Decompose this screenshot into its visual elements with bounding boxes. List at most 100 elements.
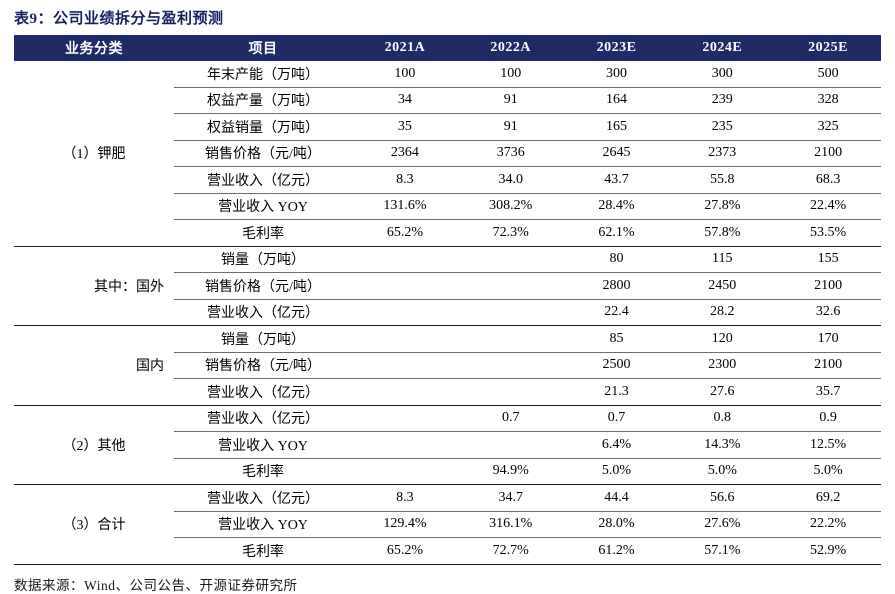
- column-header: 2021A: [352, 35, 458, 61]
- table-row: （2）其他 营业收入（亿元） 0.7 0.7 0.8 0.9: [14, 405, 881, 485]
- table-row: 国内 销量（万吨） 85 120 170: [14, 325, 881, 406]
- value-cell: 91: [457, 87, 564, 114]
- value-cell: 100: [457, 61, 564, 88]
- item-label-cell: 年末产能（万吨）: [174, 61, 352, 88]
- value-cell: 2450: [669, 272, 776, 300]
- table-row: 营业收入（亿元） 22.4 28.2 32.6: [14, 299, 881, 326]
- value-cell: 85: [563, 325, 670, 353]
- business-category-cell: （1）钾肥: [14, 61, 174, 247]
- value-cell: 68.3: [775, 166, 881, 194]
- value-cell: 308.2%: [457, 193, 564, 220]
- forecast-table: 业务分类 项目 2021A 2022A 2023E 2024E 2025E （1）钾肥 年末产…: [14, 35, 881, 565]
- value-cell: 65.2%: [352, 537, 458, 565]
- value-cell: 0.7: [563, 405, 670, 432]
- value-cell: 0.9: [775, 405, 881, 432]
- value-cell: 57.1%: [669, 537, 776, 565]
- column-header: 业务分类: [14, 35, 174, 61]
- value-cell: 21.3: [563, 378, 670, 406]
- value-cell: 239: [669, 87, 776, 114]
- value-cell: 52.9%: [775, 537, 881, 565]
- value-cell: [457, 246, 564, 273]
- value-cell: 165: [563, 113, 670, 141]
- item-label-cell: 营业收入（亿元）: [174, 166, 352, 194]
- item-label-cell: 权益销量（万吨）: [174, 113, 352, 141]
- value-cell: 22.4: [563, 299, 670, 326]
- value-cell: [352, 246, 458, 273]
- table-row: 营业收入（亿元） 21.3 27.6 35.7: [14, 378, 881, 406]
- item-label-cell: 销量（万吨）: [174, 325, 352, 353]
- value-cell: 28.4%: [563, 193, 670, 220]
- value-cell: 129.4%: [352, 511, 458, 538]
- value-cell: 2364: [352, 140, 458, 167]
- table-row: 销售价格（元/吨） 2800 2450 2100: [14, 272, 881, 300]
- value-cell: 2100: [775, 352, 881, 379]
- header-row: 业务分类 项目 2021A 2022A 2023E 2024E 2025E: [14, 35, 881, 61]
- table-title: 表9：公司业绩拆分与盈利预测: [14, 11, 224, 27]
- value-cell: 131.6%: [352, 193, 458, 220]
- value-cell: 65.2%: [352, 219, 458, 247]
- item-label-cell: 销量（万吨）: [174, 246, 352, 273]
- value-cell: 316.1%: [457, 511, 564, 538]
- value-cell: 22.2%: [775, 511, 881, 538]
- value-cell: 53.5%: [775, 219, 881, 247]
- value-cell: 44.4: [563, 484, 670, 512]
- value-cell: 22.4%: [775, 193, 881, 220]
- value-cell: [457, 378, 564, 406]
- value-cell: [352, 378, 458, 406]
- table-row: 销售价格（元/吨） 2364 3736 2645 2373 2100: [14, 140, 881, 167]
- table-row: 营业收入（亿元） 8.3 34.0 43.7 55.8 68.3: [14, 166, 881, 194]
- table-row: 营业收入 YOY 129.4% 316.1% 28.0% 27.6% 22.2%: [14, 511, 881, 538]
- value-cell: 2100: [775, 140, 881, 167]
- value-cell: 0.8: [669, 405, 776, 432]
- value-cell: 27.6%: [669, 511, 776, 538]
- column-header: 项目: [174, 35, 352, 61]
- table-row: 营业收入 YOY 131.6% 308.2% 28.4% 27.8% 22.4%: [14, 193, 881, 220]
- value-cell: 2100: [775, 272, 881, 300]
- table-header-row: 业务分类 项目 2021A 2022A 2023E 2024E 2025E: [14, 35, 881, 61]
- value-cell: 2645: [563, 140, 670, 167]
- value-cell: 300: [669, 61, 776, 88]
- item-label-cell: 营业收入（亿元）: [174, 405, 352, 432]
- value-cell: 120: [669, 325, 776, 353]
- business-category-cell: 其中：国外: [14, 246, 174, 326]
- value-cell: 2300: [669, 352, 776, 379]
- value-cell: 170: [775, 325, 881, 353]
- item-label-cell: 毛利率: [174, 537, 352, 565]
- table-row: 权益产量（万吨） 34 91 164 239 328: [14, 87, 881, 114]
- value-cell: 34.7: [457, 484, 564, 512]
- value-cell: 325: [775, 113, 881, 141]
- business-category-cell: （2）其他: [14, 405, 174, 485]
- value-cell: 72.7%: [457, 537, 564, 565]
- value-cell: 12.5%: [775, 431, 881, 459]
- table-body: （1）钾肥 年末产能（万吨） 100 100 300 300 500 权益产量（万吨） 34 91…: [14, 61, 881, 565]
- value-cell: 69.2: [775, 484, 881, 512]
- item-label-cell: 毛利率: [174, 458, 352, 485]
- table-row: 毛利率 65.2% 72.3% 62.1% 57.8% 53.5%: [14, 219, 881, 247]
- value-cell: 2500: [563, 352, 670, 379]
- column-header: 2023E: [563, 35, 670, 61]
- value-cell: 3736: [457, 140, 564, 167]
- value-cell: 56.6: [669, 484, 776, 512]
- value-cell: 34.0: [457, 166, 564, 194]
- value-cell: [457, 272, 564, 300]
- value-cell: 28.2: [669, 299, 776, 326]
- value-cell: 28.0%: [563, 511, 670, 538]
- value-cell: 2373: [669, 140, 776, 167]
- column-header: 2022A: [457, 35, 564, 61]
- value-cell: [352, 458, 458, 485]
- value-cell: 57.8%: [669, 219, 776, 247]
- item-label-cell: 销售价格（元/吨）: [174, 352, 352, 379]
- value-cell: 2800: [563, 272, 670, 300]
- item-label-cell: 营业收入（亿元）: [174, 484, 352, 512]
- value-cell: [457, 431, 564, 459]
- value-cell: 27.6: [669, 378, 776, 406]
- table-row: 营业收入 YOY 6.4% 14.3% 12.5%: [14, 431, 881, 459]
- value-cell: [352, 299, 458, 326]
- value-cell: [457, 325, 564, 353]
- value-cell: 164: [563, 87, 670, 114]
- table-row: （3）合计 营业收入（亿元） 8.3 34.7 44.4 56.6 69.2: [14, 484, 881, 565]
- value-cell: 5.0%: [669, 458, 776, 485]
- value-cell: 155: [775, 246, 881, 273]
- business-category-cell: （3）合计: [14, 484, 174, 565]
